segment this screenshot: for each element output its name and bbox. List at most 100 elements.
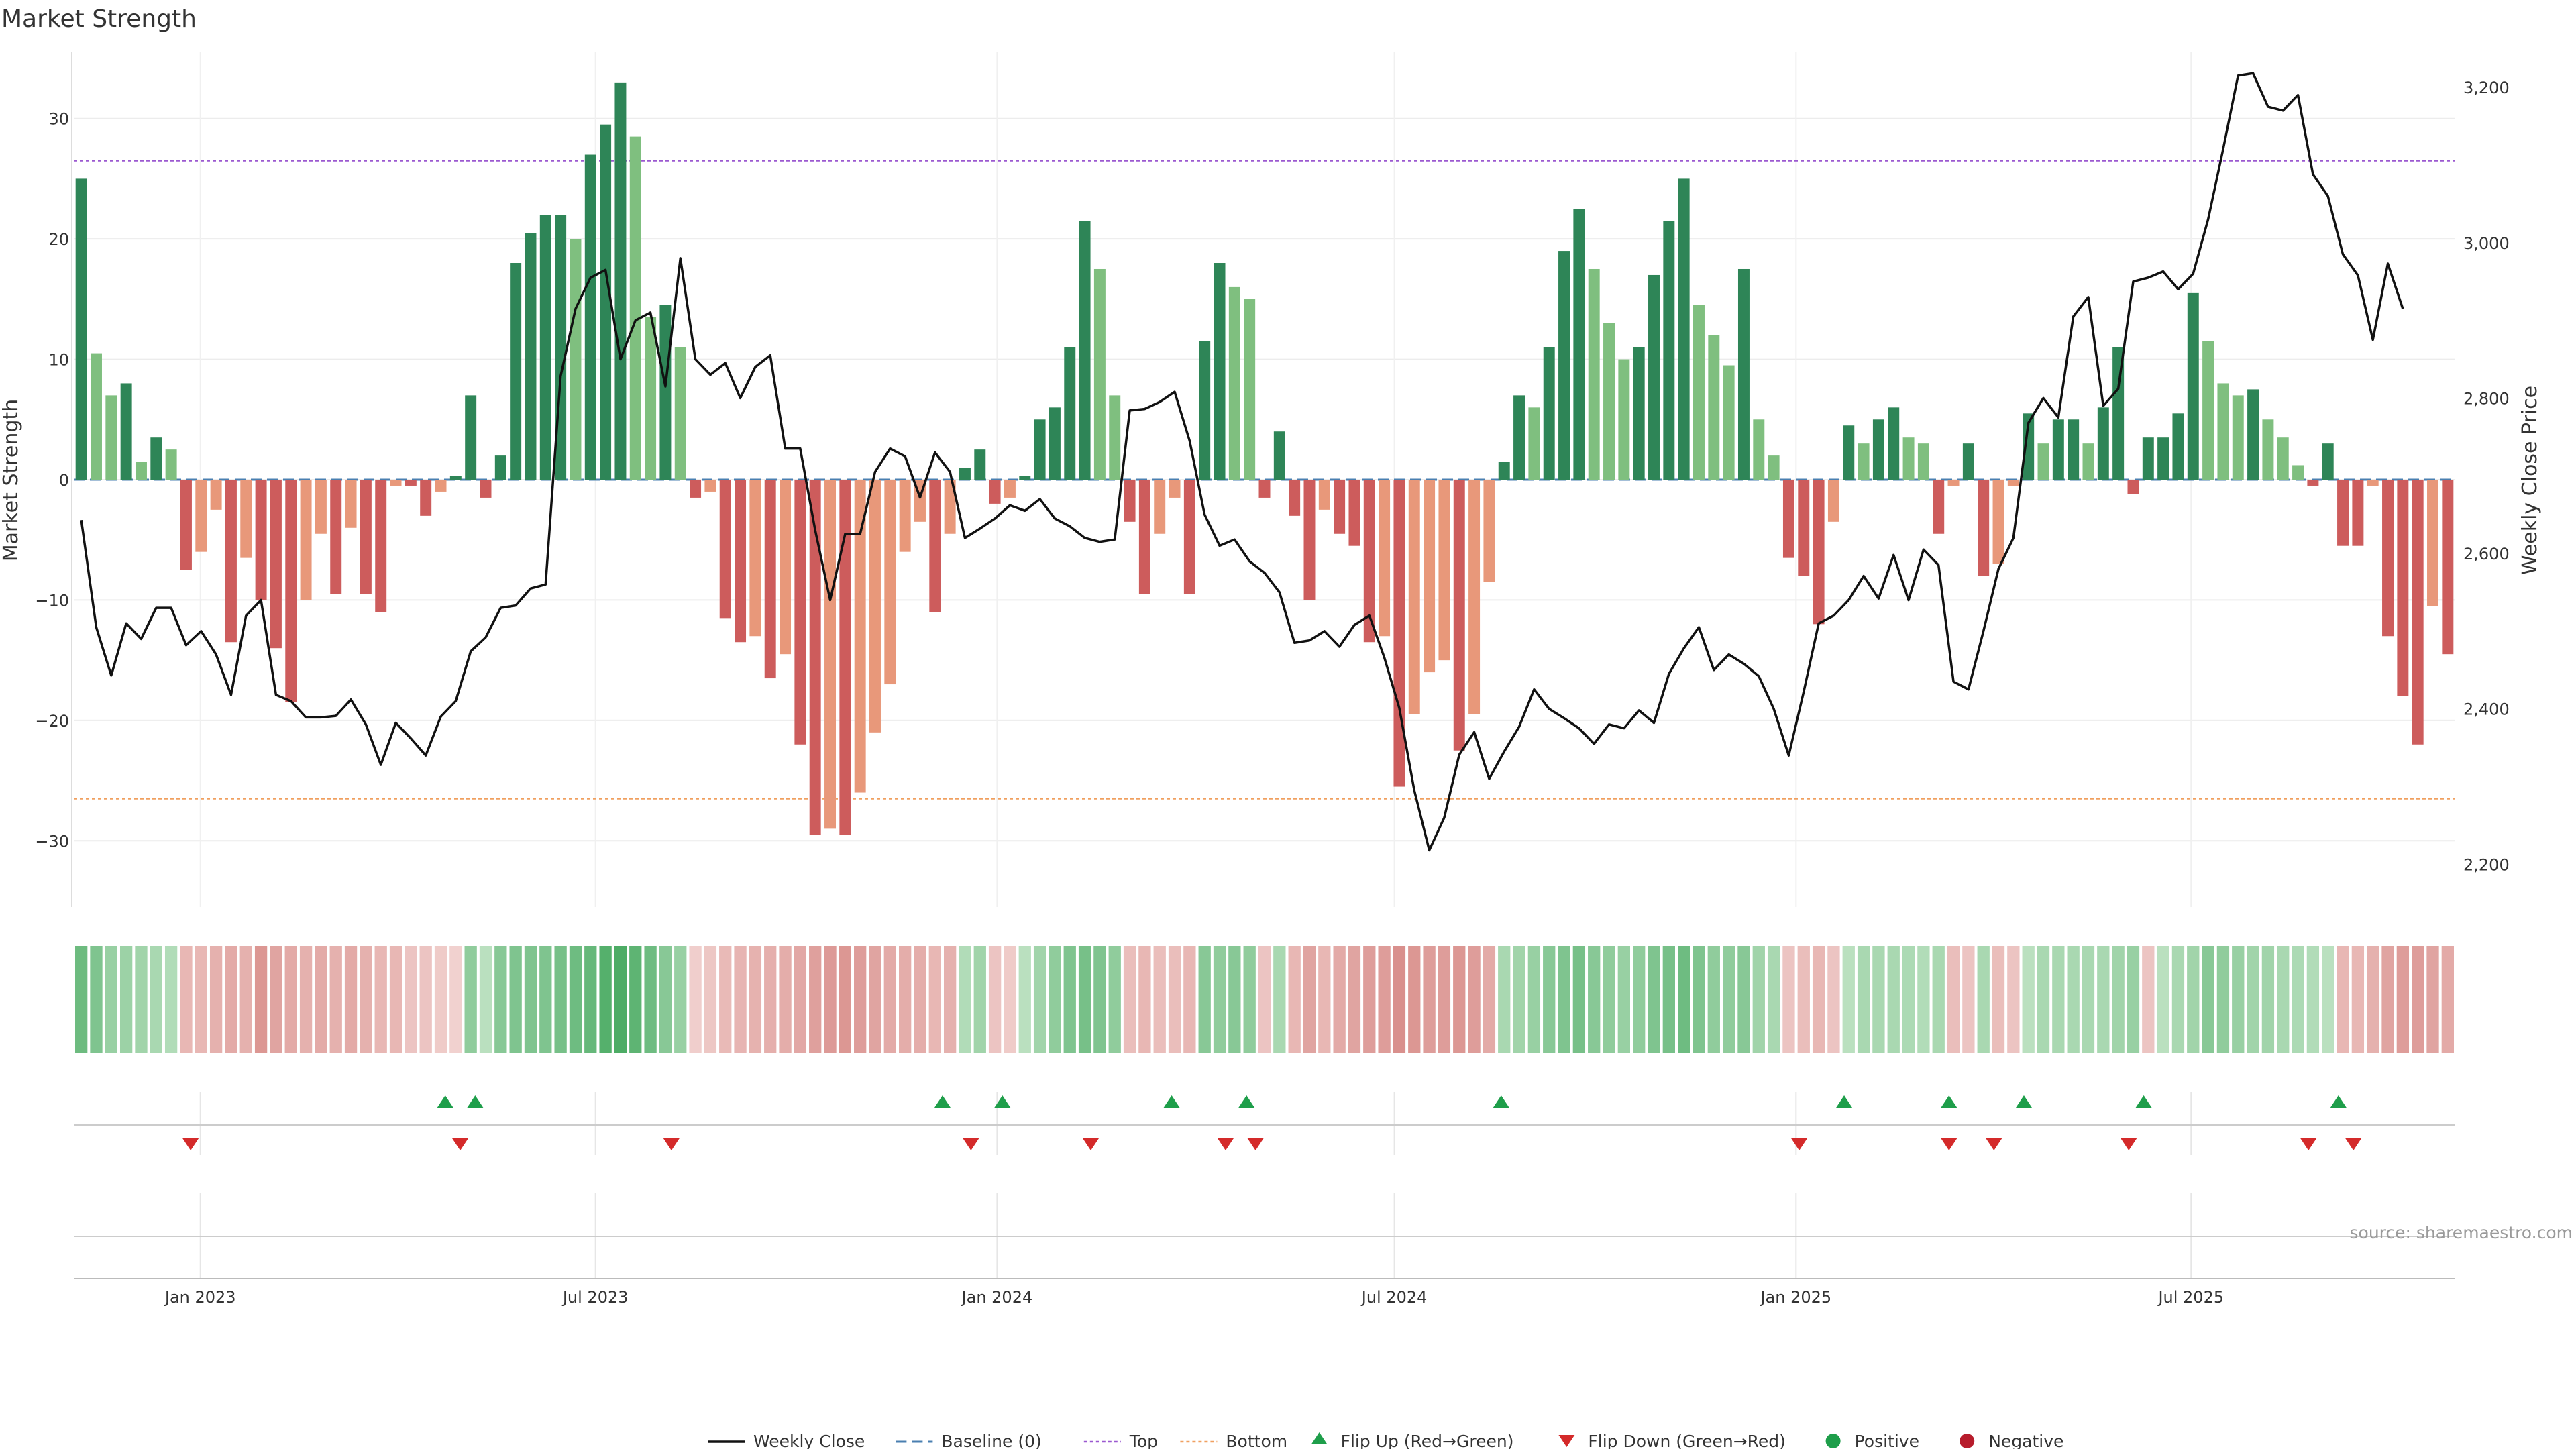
strength-bar (539, 215, 551, 480)
heat-cell (614, 946, 627, 1053)
heat-cell (2396, 946, 2410, 1053)
strength-bar (285, 480, 297, 702)
strength-bar (225, 480, 237, 643)
heat-cell (2037, 946, 2050, 1053)
flip-down-marker (1217, 1138, 1234, 1150)
heat-cell (719, 946, 732, 1053)
strength-bar (570, 239, 582, 480)
heat-cell (494, 946, 507, 1053)
heat-cell (1408, 946, 1421, 1053)
heat-cell (554, 946, 567, 1053)
strength-bar (1648, 274, 1660, 480)
strength-bar (210, 480, 222, 510)
y2-tick-label: 3,200 (2463, 78, 2510, 97)
strength-bar (135, 462, 147, 480)
y2-axis-label: Weekly Close Price (2518, 386, 2542, 575)
strength-bar (899, 480, 911, 552)
strength-bar (525, 233, 537, 480)
strength-bar (1813, 480, 1825, 625)
strength-bar (735, 480, 747, 643)
strength-bar (690, 480, 702, 498)
heat-cell (2052, 946, 2065, 1053)
strength-bar (270, 480, 282, 649)
heat-cell (2187, 946, 2200, 1053)
y2-tick-label: 2,800 (2463, 389, 2510, 408)
heat-cell (629, 946, 642, 1053)
strength-bar (1843, 425, 1855, 480)
heat-cell (180, 946, 193, 1053)
legend-swatch-flip-down (1558, 1435, 1575, 1447)
strength-bar (480, 480, 492, 498)
strength-bar (1693, 305, 1705, 480)
heat-cell (1153, 946, 1166, 1053)
heat-cell (2171, 946, 2185, 1053)
strength-bar (1498, 462, 1510, 480)
flip-markers (182, 1095, 2362, 1150)
heat-cell (2351, 946, 2365, 1053)
y2-tick-label: 2,200 (2463, 855, 2510, 874)
strength-bar (809, 480, 821, 835)
strength-bar (2412, 480, 2424, 745)
weekly-close-line (80, 72, 2404, 852)
strength-bar (1064, 347, 1076, 480)
heat-cell (1363, 946, 1376, 1053)
legend-swatch-flip-up (1311, 1432, 1328, 1444)
strength-bar (1678, 178, 1690, 480)
strength-bar (1124, 480, 1136, 522)
strength-bar (1363, 480, 1375, 643)
heat-cell (1842, 946, 1855, 1053)
heat-cell (2292, 946, 2304, 1053)
strength-bar (1723, 365, 1735, 480)
heat-strip (75, 946, 2454, 1053)
heat-cell (1468, 946, 1481, 1053)
strength-bar (1753, 419, 1765, 480)
heat-cell (1078, 946, 1091, 1053)
heat-cell (1123, 946, 1136, 1053)
strength-bar (2232, 395, 2244, 480)
heat-cell (2367, 946, 2379, 1053)
flip-down-marker (1791, 1138, 1808, 1150)
strength-bar (165, 449, 177, 480)
strength-bar (1798, 480, 1810, 576)
flip-up-marker (1238, 1095, 1255, 1108)
heat-cell (1348, 946, 1361, 1053)
strength-bar (1004, 480, 1016, 498)
strength-bar (120, 383, 132, 480)
strength-bar (2427, 480, 2438, 606)
heat-cell (1693, 946, 1705, 1053)
strength-bar (959, 468, 971, 480)
x-tick-label: Jul 2024 (1360, 1288, 1428, 1307)
heat-cell (1513, 946, 1525, 1053)
heat-cell (1558, 946, 1570, 1053)
flip-down-marker (182, 1138, 199, 1150)
strength-bar (390, 480, 402, 486)
flip-up-marker (1836, 1095, 1853, 1108)
strength-bar (704, 480, 716, 492)
strength-bar (1992, 480, 2004, 564)
heat-cell (1917, 946, 1930, 1053)
heat-cell (2337, 946, 2349, 1053)
heat-cell (928, 946, 941, 1053)
flip-up-marker (1941, 1095, 1957, 1108)
flip-down-marker (963, 1138, 979, 1150)
strength-bar (330, 480, 342, 594)
strength-bar (869, 480, 881, 733)
y-axis-label: Market Strength (0, 399, 23, 561)
strength-bar (1633, 347, 1645, 480)
flip-down-marker (452, 1138, 469, 1150)
flip-up-marker (2135, 1095, 2152, 1108)
strength-bar (749, 480, 761, 637)
y-tick-label: 10 (48, 351, 69, 370)
strength-bar (1588, 268, 1600, 480)
strength-bar (1019, 476, 1031, 480)
heat-cell (1737, 946, 1750, 1053)
strength-bar (600, 124, 612, 480)
strength-bar (2142, 437, 2154, 480)
heat-cell (1333, 946, 1346, 1053)
strength-bar (375, 480, 387, 612)
strength-bar (105, 395, 117, 480)
heat-cell (943, 946, 957, 1053)
strength-bar (824, 480, 836, 829)
heat-cell (704, 946, 717, 1053)
strength-bar (1947, 480, 1960, 486)
